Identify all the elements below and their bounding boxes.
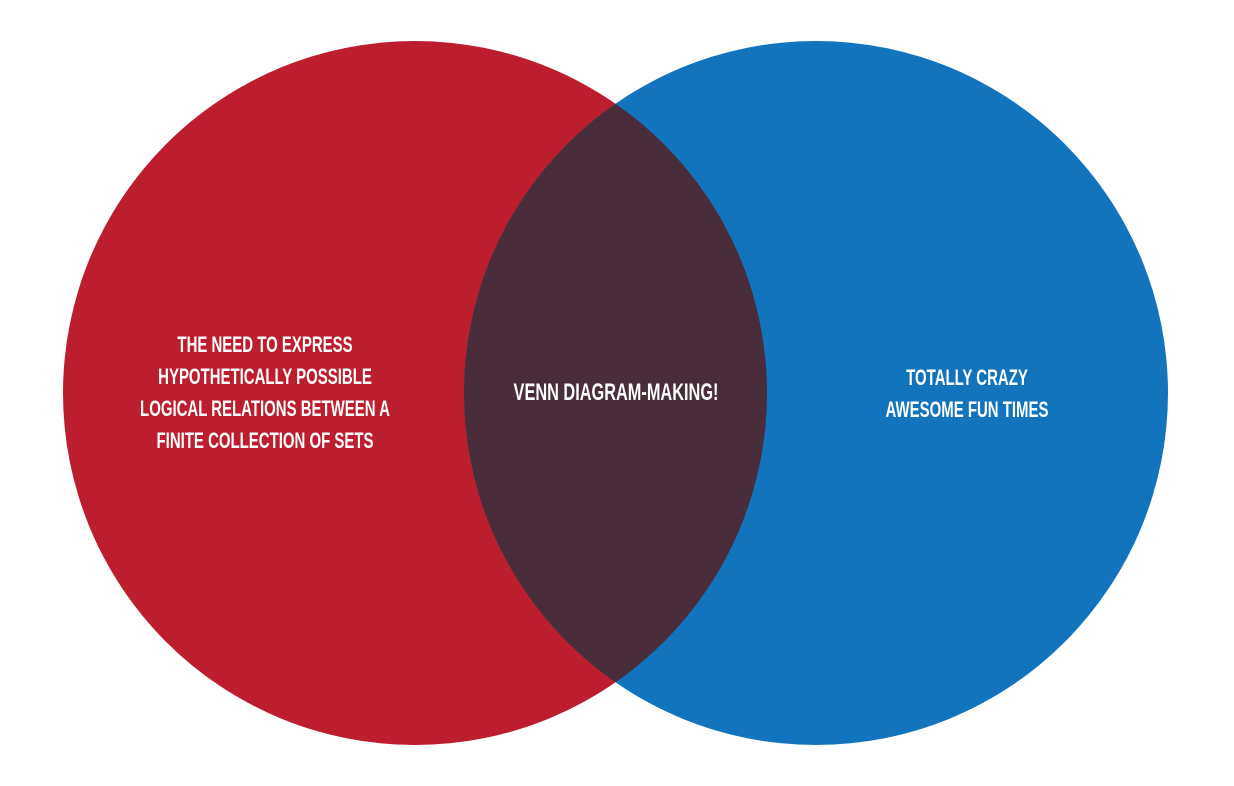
right-set-label: TOTALLY CRAZY AWESOME FUN TIMES	[831, 362, 1103, 426]
right-set-line: TOTALLY CRAZY	[906, 365, 1028, 390]
intersection-line: VENN DIAGRAM-MAKING!	[513, 379, 719, 406]
left-set-line: FINITE COLLECTION OF SETS	[156, 428, 374, 453]
left-set-label: THE NEED TO EXPRESS HYPOTHETICALLY POSSI…	[129, 329, 401, 457]
intersection-label: VENN DIAGRAM-MAKING!	[480, 377, 752, 409]
left-set-line: LOGICAL RELATIONS BETWEEN A	[140, 396, 390, 421]
intersection-region	[464, 41, 767, 745]
left-set-line: THE NEED TO EXPRESS	[177, 332, 353, 357]
right-set-line: AWESOME FUN TIMES	[885, 397, 1049, 422]
left-set-line: HYPOTHETICALLY POSSIBLE	[158, 364, 372, 389]
